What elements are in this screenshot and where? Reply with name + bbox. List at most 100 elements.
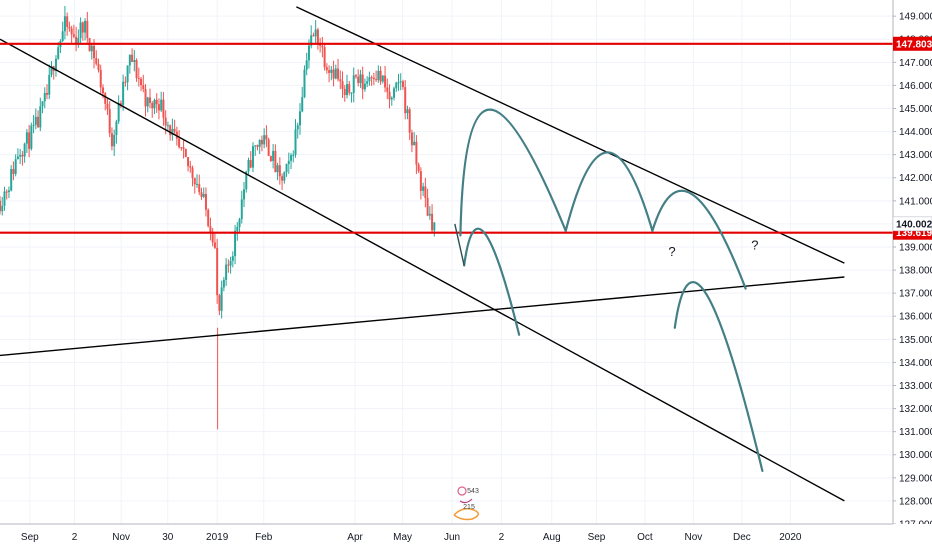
candle-down: [162, 99, 165, 118]
candle-down: [200, 192, 203, 197]
candle-down: [72, 34, 75, 37]
watermark-stroke: [459, 498, 473, 504]
candle-down: [312, 35, 315, 37]
watermark-ring: [457, 486, 467, 496]
candle-up: [243, 189, 246, 200]
candle-down: [131, 54, 134, 62]
candle-down: [97, 63, 100, 70]
time-tick-label: 2020: [779, 532, 802, 543]
candle-up: [126, 65, 129, 83]
candle-down: [119, 102, 122, 105]
candle-down: [216, 247, 219, 296]
candle-up: [395, 82, 398, 89]
price-tick-label: 132.000: [899, 404, 932, 415]
candle-down: [316, 29, 319, 43]
time-tick-label: 2: [72, 532, 78, 543]
candle-up: [368, 77, 371, 82]
candle-down: [372, 77, 375, 80]
candle-down: [198, 183, 201, 193]
candle-up: [1, 205, 4, 212]
candle-up: [113, 134, 116, 147]
candle-down: [386, 87, 389, 92]
time-tick-label: Sep: [21, 532, 39, 543]
candle-up: [330, 69, 333, 73]
candle-up: [77, 38, 80, 45]
price-tick-label: 138.000: [899, 266, 932, 277]
candle-up: [220, 287, 223, 311]
time-axis-background[interactable]: [0, 524, 932, 550]
candle-down: [357, 76, 360, 84]
candle-up: [245, 171, 248, 190]
candle-up: [406, 109, 409, 114]
candle-down: [101, 87, 104, 94]
price-axis-background[interactable]: [893, 0, 932, 550]
candle-up: [61, 31, 64, 41]
price-tick-label: 146.000: [899, 81, 932, 92]
candle-up: [196, 183, 199, 185]
candle-down: [211, 233, 214, 243]
candle-down: [209, 226, 212, 234]
candle-up: [310, 35, 313, 46]
candle-up: [393, 88, 396, 98]
time-tick-label: Apr: [347, 532, 363, 543]
price-tick-label: 149.000: [899, 12, 932, 23]
candle-down: [182, 147, 185, 149]
candle-down: [178, 138, 181, 148]
candle-down: [321, 45, 324, 48]
candle-down: [46, 93, 49, 95]
candle-up: [346, 84, 349, 96]
candle-up: [350, 92, 353, 94]
time-tick-label: Aug: [543, 532, 561, 543]
candle-down: [99, 69, 102, 88]
candle-down: [193, 178, 196, 185]
candle-down: [189, 166, 192, 168]
candle-up: [34, 116, 37, 125]
candle-up: [428, 213, 431, 216]
candle-down: [341, 81, 344, 89]
watermark-text: 215: [463, 504, 475, 511]
projection-arc: [564, 151, 654, 232]
candle-down: [144, 88, 147, 107]
projection-curves: [454, 108, 764, 473]
candle-up: [153, 99, 156, 109]
candle-down: [274, 150, 277, 173]
candle-down: [95, 58, 98, 64]
price-tick-label: 128.000: [899, 496, 932, 507]
time-tick-label: Feb: [255, 532, 273, 543]
candle-down: [104, 93, 107, 104]
candle-down: [361, 74, 364, 90]
plot-background: [0, 0, 893, 524]
candle-down: [370, 77, 373, 79]
time-axis[interactable]: Sep 2 Nov 30 2019 Feb Apr May Jun 2 Aug Sep Oct Nov De…: [21, 532, 802, 543]
candle-up: [171, 128, 174, 136]
watermark-text: 543: [467, 488, 479, 495]
price-axis[interactable]: 127.000128.000129.000130.000131.000132.0…: [892, 12, 932, 531]
candle-up: [234, 230, 237, 257]
candle-up: [290, 155, 293, 161]
candle-up: [117, 102, 120, 122]
candle-up: [377, 70, 380, 80]
candle-down: [93, 45, 96, 59]
candle-up: [272, 150, 275, 162]
candle-up: [133, 60, 136, 62]
projection-leadin: [454, 223, 465, 266]
candle-down: [151, 102, 154, 109]
candle-up: [43, 93, 46, 102]
candle-up: [25, 132, 28, 144]
candle-up: [314, 29, 317, 37]
candle-down: [375, 79, 378, 81]
candle-down: [269, 155, 272, 162]
candle-down: [218, 295, 221, 311]
candle-up: [32, 124, 35, 126]
candle-down: [419, 171, 422, 191]
candle-up: [166, 125, 169, 127]
price-tick-label: 143.000: [899, 150, 932, 161]
candle-up: [238, 219, 241, 227]
price-badge: [893, 36, 932, 51]
question-mark: ?: [668, 244, 675, 259]
candle-down: [213, 242, 216, 248]
candle-up: [225, 264, 228, 280]
candle-up: [287, 160, 290, 165]
